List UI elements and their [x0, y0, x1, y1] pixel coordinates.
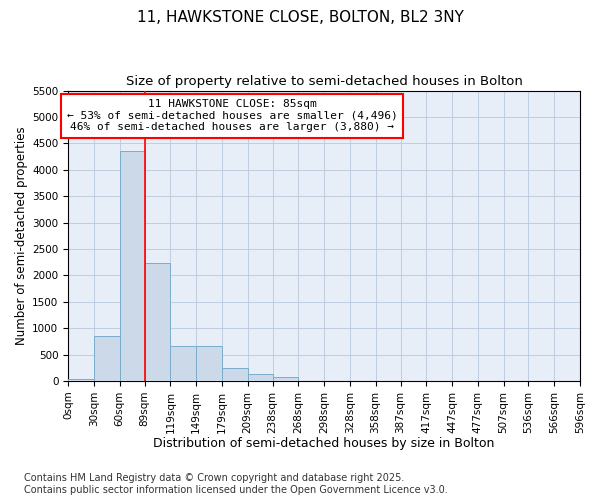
Bar	[119, 152, 145, 381]
Bar	[248, 374, 272, 381]
Bar	[222, 368, 248, 381]
Bar	[272, 378, 298, 381]
Bar	[170, 346, 196, 381]
Bar	[68, 380, 94, 381]
Title: Size of property relative to semi-detached houses in Bolton: Size of property relative to semi-detach…	[125, 75, 523, 88]
Bar	[145, 263, 170, 381]
Text: 11 HAWKSTONE CLOSE: 85sqm
← 53% of semi-detached houses are smaller (4,496)
46% : 11 HAWKSTONE CLOSE: 85sqm ← 53% of semi-…	[67, 100, 397, 132]
X-axis label: Distribution of semi-detached houses by size in Bolton: Distribution of semi-detached houses by …	[154, 437, 495, 450]
Bar	[196, 346, 222, 381]
Text: Contains HM Land Registry data © Crown copyright and database right 2025.
Contai: Contains HM Land Registry data © Crown c…	[24, 474, 448, 495]
Text: 11, HAWKSTONE CLOSE, BOLTON, BL2 3NY: 11, HAWKSTONE CLOSE, BOLTON, BL2 3NY	[137, 10, 463, 25]
Bar	[94, 336, 119, 381]
Y-axis label: Number of semi-detached properties: Number of semi-detached properties	[15, 126, 28, 345]
